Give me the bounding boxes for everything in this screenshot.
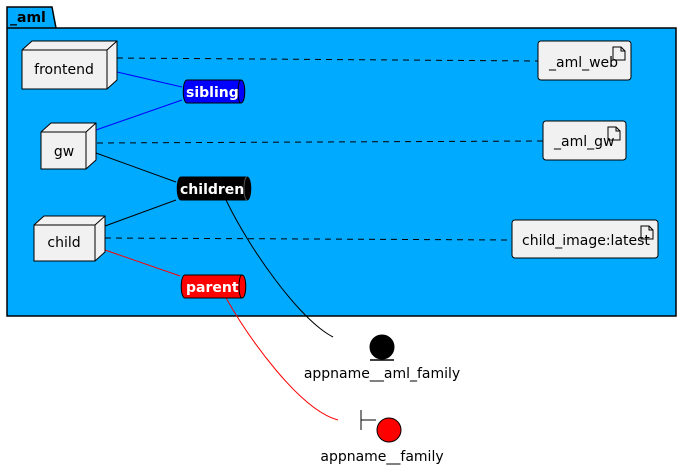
edge-gw-aml-gw: [96, 140, 544, 144]
edge-frontend-aml-web: [116, 57, 539, 62]
artifact-child-image-box: [511, 219, 659, 259]
edge-child-children: [104, 199, 177, 227]
edge-children-aml-family: [225, 199, 334, 338]
node-gw-shape: [40, 122, 97, 170]
node-frontend[interactable]: frontend: [21, 40, 118, 90]
artifact-aml-gw[interactable]: _aml_gw: [542, 120, 627, 161]
node-frontend-shape: [21, 40, 118, 90]
edge-child-child-image: [104, 237, 513, 241]
queue-parent-label: parent: [186, 280, 239, 296]
artifact-child-image[interactable]: child_image:latest: [511, 219, 659, 259]
artifact-child-image-label: child_image:latest: [522, 233, 650, 249]
node-frontend-label: frontend: [34, 62, 94, 78]
document-icon: [612, 46, 626, 61]
edge-frontend-sibling: [116, 71, 183, 88]
edges: [95, 57, 544, 421]
artifact-aml-web[interactable]: _aml_web: [537, 40, 632, 81]
artifact-aml-gw-box: [542, 120, 627, 161]
edge-child-parent: [104, 249, 181, 277]
node-child-shape: [33, 215, 106, 262]
node-child[interactable]: child: [33, 215, 106, 262]
queue-sibling-end: [237, 79, 242, 104]
entity-aml-family-label: appname__aml_family: [304, 366, 460, 382]
queue-children-label: children: [180, 182, 244, 198]
queue-sibling-label: sibling: [186, 85, 239, 101]
boundary-family-label: appname__family: [320, 449, 443, 465]
queue-children-end: [243, 176, 248, 201]
document-icon: [607, 126, 621, 141]
entity-aml-family[interactable]: appname__aml_family: [304, 334, 460, 382]
node-gw[interactable]: gw: [40, 122, 97, 170]
document-icon: [640, 225, 654, 240]
queue-sibling[interactable]: sibling: [182, 79, 246, 104]
boundary-family[interactable]: appname__family: [320, 410, 444, 465]
edge-gw-children: [95, 152, 177, 183]
artifact-aml-web-label: _aml_web: [548, 55, 618, 71]
edge-gw-sibling: [95, 99, 183, 131]
boundary-icon: [376, 417, 402, 443]
package-title: _aml: [10, 10, 46, 26]
queue-children[interactable]: children: [176, 176, 252, 201]
queue-parent-end: [238, 274, 243, 299]
node-gw-label: gw: [54, 144, 74, 160]
artifact-aml-web-box: [537, 40, 632, 81]
queue-parent[interactable]: parent: [180, 274, 247, 299]
entity-icon: [369, 334, 395, 360]
artifact-aml-gw-label: _aml_gw: [553, 134, 614, 150]
edge-parent-family: [225, 297, 339, 421]
node-child-label: child: [47, 235, 80, 251]
